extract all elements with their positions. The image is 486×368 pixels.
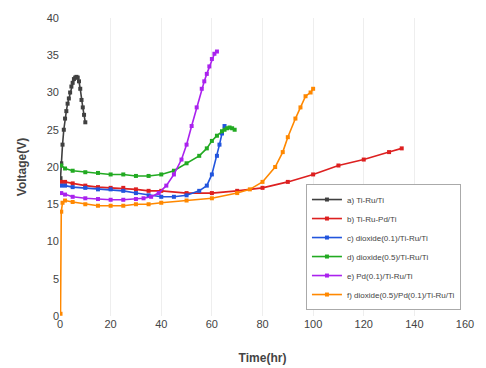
svg-text:e) Pd(0.1)/Ti-Ru/Ti: e) Pd(0.1)/Ti-Ru/Ti	[347, 272, 413, 281]
svg-text:a) Ti-Ru/Ti: a) Ti-Ru/Ti	[347, 196, 384, 205]
svg-text:c) dioxide(0.1)/Ti-Ru/Ti: c) dioxide(0.1)/Ti-Ru/Ti	[347, 234, 428, 243]
svg-text:100: 100	[304, 318, 322, 330]
svg-text:Voltage(V): Voltage(V)	[15, 138, 29, 196]
svg-text:0: 0	[53, 310, 59, 322]
svg-text:40: 40	[155, 318, 167, 330]
svg-text:10: 10	[47, 235, 59, 247]
svg-text:5: 5	[53, 273, 59, 285]
svg-text:120: 120	[355, 318, 373, 330]
svg-text:f) dioxide(0.5)/Pd(0.1)/Ti-Ru/: f) dioxide(0.5)/Pd(0.1)/Ti-Ru/Ti	[347, 291, 455, 300]
svg-text:160: 160	[456, 318, 474, 330]
svg-text:20: 20	[47, 161, 59, 173]
svg-text:40: 40	[47, 12, 59, 24]
svg-text:80: 80	[256, 318, 268, 330]
svg-text:0: 0	[57, 318, 63, 330]
svg-text:25: 25	[47, 124, 59, 136]
svg-text:d) dioxide(0.5)/Ti-Ru/Ti: d) dioxide(0.5)/Ti-Ru/Ti	[347, 253, 428, 262]
svg-text:60: 60	[206, 318, 218, 330]
svg-text:15: 15	[47, 198, 59, 210]
svg-text:20: 20	[105, 318, 117, 330]
svg-text:140: 140	[405, 318, 423, 330]
svg-text:b) Ti-Ru-Pd/Ti: b) Ti-Ru-Pd/Ti	[347, 215, 397, 224]
svg-text:35: 35	[47, 49, 59, 61]
svg-text:30: 30	[47, 86, 59, 98]
svg-text:Time(hr): Time(hr)	[239, 351, 287, 365]
